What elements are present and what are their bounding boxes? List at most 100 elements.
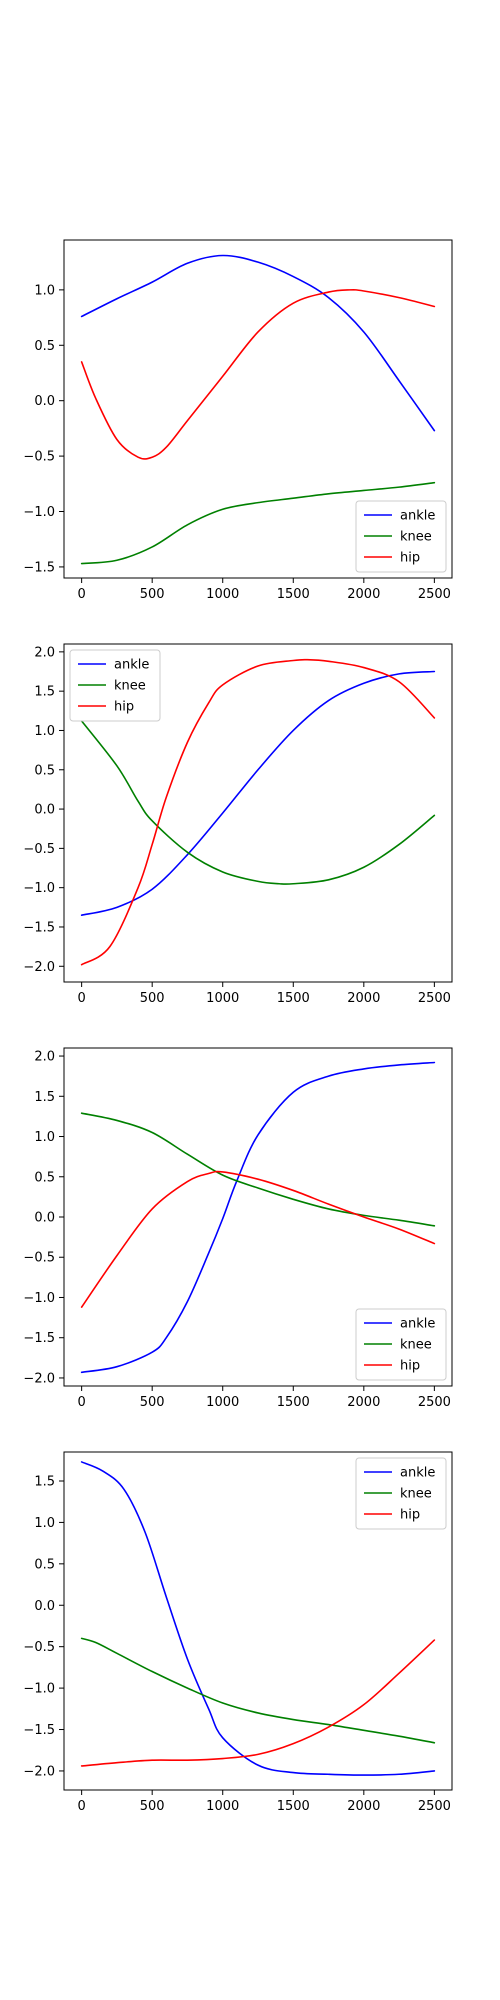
legend-box [355, 500, 447, 573]
y-tick-label: −1.0 [23, 881, 55, 896]
y-tick-label: 1.5 [34, 1474, 55, 1489]
y-tick-label: −1.5 [23, 1723, 55, 1738]
y-tick-label: −2.0 [23, 1764, 55, 1779]
y-tick-label: 1.0 [34, 1130, 55, 1145]
x-tick-label: 2000 [347, 1395, 380, 1410]
subplot-3: 0 500 1000 1500 2000 2500 −2.0 −1.5 −1.0 −0.5 0.0 0… [23, 1047, 453, 1410]
plot-area [80, 658, 436, 966]
series-line-ankle [80, 670, 436, 916]
y-tick-label: −1.5 [23, 560, 55, 575]
legend: ankle knee hip [355, 500, 447, 573]
x-tick-label: 2000 [347, 587, 380, 602]
y-tick-label: −0.5 [23, 450, 55, 465]
x-tick-label: 1000 [206, 991, 239, 1006]
y-tick-label: 0.0 [34, 1599, 55, 1614]
y-tick-label: −2.0 [23, 1371, 55, 1386]
x-tick-label: 0 [77, 1395, 85, 1410]
legend-box [355, 1308, 447, 1381]
legend-label-knee: knee [400, 1338, 432, 1353]
legend-label-hip: hip [400, 1359, 420, 1374]
y-tick-label: 0.5 [34, 1170, 55, 1185]
x-tick-label: 1000 [206, 587, 239, 602]
legend-label-hip: hip [114, 700, 134, 715]
x-tick-label: 1500 [277, 1395, 310, 1410]
x-tick-label: 2500 [418, 1395, 451, 1410]
plot-area [80, 254, 436, 565]
legend-label-hip: hip [400, 1508, 420, 1523]
legend-label-hip: hip [400, 551, 420, 566]
x-tick-label: 0 [77, 991, 85, 1006]
y-tick-label: 0.5 [34, 1557, 55, 1572]
x-tick-label: 0 [77, 1799, 85, 1814]
x-tick-label: 500 [140, 1799, 165, 1814]
legend-box [355, 1457, 447, 1530]
y-tick-label: 1.0 [34, 724, 55, 739]
legend: ankle knee hip [69, 649, 161, 722]
y-tick-label: 0.5 [34, 339, 55, 354]
subplot-2: 0 500 1000 1500 2000 2500 −2.0 −1.5 −1.0 −0.5 0.0 0… [23, 643, 453, 1006]
legend-label-knee: knee [400, 1487, 432, 1502]
subplot-4: 0 500 1000 1500 2000 2500 −2.0 −1.5 −1.0 −0.5 0.0 0… [23, 1451, 453, 1814]
x-tick-label: 500 [140, 587, 165, 602]
y-tick-label: 1.0 [34, 283, 55, 298]
y-tick-label: 0.0 [34, 1211, 55, 1226]
y-tick-label: −1.5 [23, 920, 55, 935]
y-tick-label: 0.5 [34, 763, 55, 778]
x-tick-label: 2500 [418, 991, 451, 1006]
y-tick-label: 1.5 [34, 685, 55, 700]
x-tick-label: 1000 [206, 1395, 239, 1410]
x-tick-label: 500 [140, 1395, 165, 1410]
series-line-ankle [80, 1461, 436, 1776]
axes-frame [63, 239, 453, 579]
x-tick-label: 2000 [347, 1799, 380, 1814]
x-tick-label: 1500 [277, 587, 310, 602]
series-line-hip [80, 1170, 436, 1308]
legend: ankle knee hip [355, 1308, 447, 1381]
y-tick-label: −0.5 [23, 842, 55, 857]
plot-area [80, 1461, 436, 1776]
x-tick-label: 500 [140, 991, 165, 1006]
x-tick-label: 1500 [277, 991, 310, 1006]
subplot-1: 0 500 1000 1500 2000 2500 −1.5 −1.0 −0.5 0.0 0.5 1.… [23, 239, 453, 602]
legend: ankle knee hip [355, 1457, 447, 1530]
y-tick-label: −2.0 [23, 960, 55, 975]
axes-frame [63, 1451, 453, 1791]
y-tick-label: −0.5 [23, 1251, 55, 1266]
y-tick-label: 1.0 [34, 1516, 55, 1531]
y-tick-label: −1.0 [23, 1291, 55, 1306]
series-line-knee [80, 1637, 436, 1744]
legend-label-ankle: ankle [400, 1317, 435, 1332]
legend-label-knee: knee [400, 530, 432, 545]
x-tick-label: 1000 [206, 1799, 239, 1814]
legend-label-ankle: ankle [114, 658, 149, 673]
x-tick-label: 2500 [418, 1799, 451, 1814]
series-line-ankle [80, 1061, 436, 1374]
series-line-ankle [80, 254, 436, 432]
series-line-hip [80, 1639, 436, 1767]
x-tick-label: 2500 [418, 587, 451, 602]
y-tick-label: −0.5 [23, 1640, 55, 1655]
legend-label-ankle: ankle [400, 1466, 435, 1481]
series-line-knee [80, 720, 436, 885]
legend-label-ankle: ankle [400, 509, 435, 524]
x-tick-label: 0 [77, 587, 85, 602]
x-tick-label: 2000 [347, 991, 380, 1006]
axes-frame [63, 643, 453, 983]
y-tick-label: −1.0 [23, 505, 55, 520]
plot-area [80, 1061, 436, 1374]
y-tick-label: 2.0 [34, 1050, 55, 1065]
y-tick-label: 2.0 [34, 645, 55, 660]
y-tick-label: −1.0 [23, 1682, 55, 1697]
y-tick-label: 0.0 [34, 394, 55, 409]
legend-label-knee: knee [114, 679, 146, 694]
x-tick-label: 1500 [277, 1799, 310, 1814]
y-tick-label: −1.5 [23, 1331, 55, 1346]
series-line-knee [80, 1112, 436, 1227]
y-tick-label: 0.0 [34, 803, 55, 818]
legend-box [69, 649, 161, 722]
y-tick-label: 1.5 [34, 1090, 55, 1105]
series-line-hip [80, 288, 436, 460]
series-line-knee [80, 481, 436, 565]
series-line-hip [80, 658, 436, 966]
